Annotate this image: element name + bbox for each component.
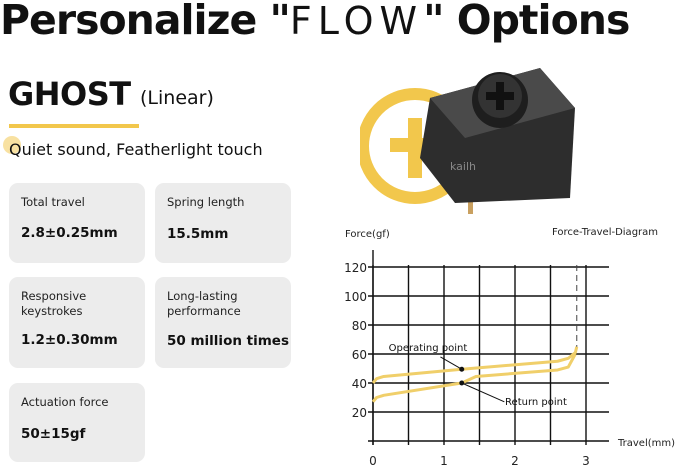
annotation-leader [440,356,463,370]
force-travel-chart: Force(gf) Force-Travel-Diagram Travel(mm… [344,227,675,467]
spec-value: 2.8±0.25mm [21,225,118,241]
operating-point-marker [459,366,465,372]
x-axis-label: Travel(mm) [617,438,675,449]
y-tick-label: 60 [352,348,367,362]
y-axis-label: Force(gf) [345,229,390,240]
spec-value: 15.5mm [167,226,229,242]
x-tick-label: 3 [582,454,590,467]
y-tick-label: 80 [352,319,367,333]
spec-value: 1.2±0.30mm [21,332,118,348]
spec-card-long-lasting: Long-lasting performance 50 million time… [155,277,291,368]
product-type: (Linear) [140,87,214,109]
chart-title: Force-Travel-Diagram [552,227,658,238]
y-tick-label: 100 [344,290,367,304]
spec-card-actuation-force: Actuation force 50±15gf [9,383,145,462]
y-tick-label: 20 [352,406,367,420]
x-tick-label: 1 [440,454,448,467]
y-tick-label: 120 [344,261,367,275]
spec-label: Spring length [167,195,245,209]
spec-label: Responsive keystrokes [21,289,87,318]
return-point-marker [459,380,465,386]
annotation-leader [461,382,505,403]
annotation-label: Operating point [389,343,468,354]
annotation-label: Return point [505,397,567,408]
y-tick-label: 40 [352,377,367,391]
x-tick-label: 0 [369,454,377,467]
x-tick-label: 2 [511,454,519,467]
series-line-2 [371,353,577,403]
page-title: Personalize "FLOW" Options [0,0,630,44]
accent-dot [3,136,21,154]
spec-value: 50 million times [167,333,289,349]
spec-card-spring-length: Spring length 15.5mm [155,183,291,263]
spec-label: Total travel [21,195,85,209]
spec-card-responsive-keystrokes: Responsive keystrokes 1.2±0.30mm [9,277,145,368]
tagline: Quiet sound, Featherlight touch [9,140,263,159]
spec-label: Actuation force [21,395,109,409]
brand-mark: kailh [450,160,476,173]
accent-underline [9,124,139,128]
spec-card-total-travel: Total travel 2.8±0.25mm [9,183,145,263]
spec-label: Long-lasting performance [167,289,241,318]
spec-value: 50±15gf [21,426,86,442]
product-name: GHOST [8,75,131,113]
switch-image: kailh [360,68,575,214]
